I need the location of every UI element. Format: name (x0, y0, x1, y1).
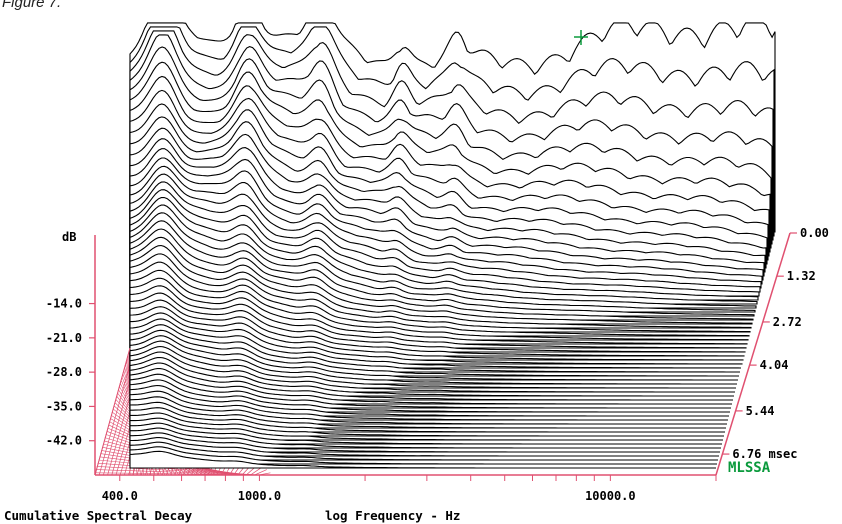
decay-slice (129, 362, 733, 401)
floor-edge (94, 347, 131, 476)
time-tick-label: 0.00 (800, 226, 829, 240)
time-tick-labels: 0.00 1.32 2.72 4.04 5.44 6.76 msec (732, 226, 829, 461)
decay-slice (129, 379, 730, 413)
chart-title: Cumulative Spectral Decay (4, 508, 193, 523)
x-axis-label: log Frequency - Hz (325, 508, 460, 523)
hatch-line (97, 462, 257, 476)
x-tick-labels: 400.0 1000.0 10000.0 (102, 489, 636, 503)
y-tick-labels: -14.0 -21.0 -28.0 -35.0 -42.0 (46, 297, 82, 448)
time-tick-label: 4.04 (760, 358, 789, 372)
x-tick-label: 400.0 (102, 489, 138, 503)
decay-slice (129, 356, 734, 397)
time-tick-label: 6.76 msec (732, 447, 797, 461)
time-tick-label: 5.44 (746, 404, 775, 418)
y-tick-label: -14.0 (46, 297, 82, 311)
decay-slice (129, 329, 739, 377)
decay-slice (129, 318, 742, 369)
y-tick-label: -28.0 (46, 365, 82, 379)
time-axis (715, 232, 791, 476)
hatch-line (254, 469, 267, 476)
decay-slice (129, 312, 743, 365)
x-tick-label: 10000.0 (585, 489, 636, 503)
decay-slice (129, 345, 736, 389)
figure-label: Figure 7. (2, 0, 62, 11)
decay-slice (129, 340, 737, 385)
time-tick-label: 1.32 (787, 269, 816, 283)
mlssa-brand: MLSSA (728, 460, 771, 476)
decay-slices (129, 22, 776, 469)
decay-slice (129, 450, 716, 469)
x-tick-label: 1000.0 (238, 489, 281, 503)
decay-slice (129, 324, 740, 373)
axes (89, 232, 797, 481)
decay-slice (129, 351, 735, 393)
decay-slice (129, 368, 732, 405)
y-axis-label: dB (62, 230, 76, 244)
y-tick-label: -42.0 (46, 434, 82, 448)
y-tick-label: -21.0 (46, 331, 82, 345)
y-tick-label: -35.0 (46, 399, 82, 413)
time-tick-label: 2.72 (773, 315, 802, 329)
cursor-marker (574, 30, 588, 45)
hatch-line (95, 469, 264, 476)
decay-slice (129, 335, 738, 381)
decay-slice (129, 373, 731, 409)
hatch-line (96, 466, 260, 476)
